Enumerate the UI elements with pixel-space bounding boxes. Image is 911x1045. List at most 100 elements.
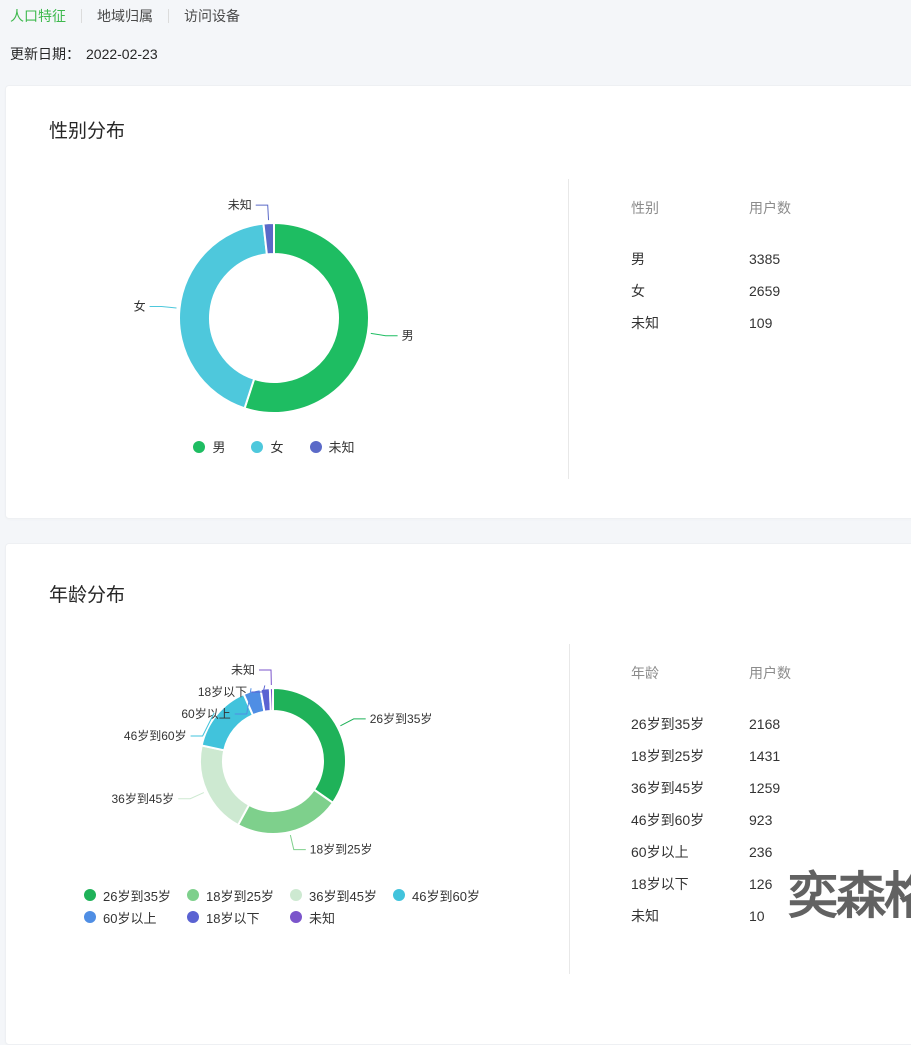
legend-item[interactable]: 未知 — [309, 437, 355, 456]
slice-label: 女 — [134, 299, 146, 314]
legend-label: 未知 — [309, 910, 336, 926]
legend-dot-icon — [309, 440, 322, 453]
table-header-cell: 用户数 — [749, 665, 791, 681]
table-header-cell: 年龄 — [631, 665, 659, 681]
donut-slice[interactable] — [243, 221, 370, 414]
label-leader-line — [149, 306, 177, 309]
update-date-value: 2022-02-23 — [86, 46, 158, 62]
tab-visit-device[interactable]: 访问设备 — [184, 8, 240, 24]
table-cell: 923 — [749, 812, 773, 828]
tab-separator — [168, 9, 169, 23]
donut-slice[interactable] — [268, 686, 274, 713]
table-cell: 18岁以下 — [631, 876, 689, 892]
table-cell: 1259 — [749, 780, 781, 796]
legend-item[interactable]: 未知 — [290, 906, 393, 928]
legend-dot-icon — [187, 889, 199, 901]
age-donut-chart[interactable]: 未知 18岁以下 60岁以上 46岁到60岁 36岁到45岁 26岁到35岁 18岁到25岁 — [6, 544, 566, 880]
table-row: 未知 10 — [631, 900, 809, 932]
legend-item[interactable]: 女 — [251, 437, 284, 456]
legend-label: 60岁以上 — [103, 910, 157, 926]
label-leader-line — [178, 792, 205, 800]
age-card-title: 年龄分布 — [49, 585, 126, 606]
legend-item[interactable]: 26岁到35岁 — [84, 884, 187, 906]
table-row: 60岁以上 236 — [631, 836, 809, 868]
tab-separator — [81, 9, 82, 23]
legend-dot-icon — [187, 911, 199, 923]
slice-label: 未知 — [228, 198, 252, 212]
tab-region-attribution[interactable]: 地域归属 — [97, 8, 153, 24]
table-cell: 未知 — [631, 908, 659, 924]
slice-label: 18岁以下 — [198, 684, 247, 699]
donut-slice[interactable] — [236, 788, 335, 835]
legend-item[interactable]: 36岁到45岁 — [290, 884, 393, 906]
legend-label: 18岁到25岁 — [206, 888, 274, 904]
donut-slice[interactable] — [178, 222, 268, 410]
label-leader-line — [251, 685, 266, 693]
table-cell: 60岁以上 — [631, 844, 689, 860]
table-cell: 2659 — [749, 283, 781, 299]
table-row: 36岁到45岁 1259 — [631, 772, 809, 804]
age-table: 年龄 用户数 26岁到35岁 2168 18岁到25岁 1431 36岁到45岁 1259 46… — [631, 663, 809, 932]
table-cell: 未知 — [631, 315, 659, 331]
table-cell: 126 — [749, 876, 773, 892]
table-header-cell: 性别 — [631, 200, 659, 216]
table-row: 18岁以下 126 — [631, 868, 809, 900]
legend-dot-icon — [290, 889, 302, 901]
table-header-row: 性别 用户数 — [631, 198, 809, 218]
legend-label: 女 — [270, 440, 284, 455]
page: 人口特征 地域归属 访问设备 更新日期： 2022-02-23 性别分布 未知女男… — [5, 6, 911, 1045]
label-leader-line — [255, 204, 270, 221]
donut-slice[interactable] — [272, 686, 347, 805]
gender-table: 性别 用户数男 3385 女 2659 未知 109 — [631, 198, 809, 339]
table-cell: 109 — [749, 315, 773, 331]
slice-label: 未知 — [231, 663, 255, 677]
age-chart-legend: 26岁到35岁 18岁到25岁 36岁到45岁 46岁到60岁 60岁以上 18岁以下 未知 — [84, 884, 524, 928]
legend-dot-icon — [84, 911, 96, 923]
legend-label: 46岁到60岁 — [412, 888, 480, 904]
label-leader-line — [234, 688, 252, 715]
legend-dot-icon — [290, 911, 302, 923]
legend-dot-icon — [393, 889, 405, 901]
slice-label: 26岁到35岁 — [370, 711, 433, 726]
slice-label: 60岁以上 — [181, 706, 230, 721]
legend-label: 36岁到45岁 — [309, 888, 377, 904]
update-date-label: 更新日期： — [10, 46, 80, 62]
legend-item[interactable]: 18岁以下 — [187, 906, 290, 928]
label-leader-line — [340, 718, 366, 727]
legend-item[interactable]: 18岁到25岁 — [187, 884, 290, 906]
tab-population-features[interactable]: 人口特征 — [10, 8, 66, 24]
slice-label: 男 — [402, 329, 414, 343]
table-cell: 36岁到45岁 — [631, 780, 705, 796]
legend-dot-icon — [251, 440, 264, 453]
label-leader-line — [190, 712, 215, 737]
tab-bar: 人口特征 地域归属 访问设备 — [10, 6, 240, 26]
label-leader-line — [370, 332, 398, 337]
legend-item[interactable]: 60岁以上 — [84, 906, 187, 928]
legend-item[interactable]: 46岁到60岁 — [393, 884, 496, 906]
vertical-divider — [569, 644, 570, 974]
legend-dot-icon — [84, 889, 96, 901]
gender-card-title: 性别分布 — [49, 121, 126, 142]
slice-label: 46岁到60岁 — [124, 728, 187, 743]
donut-slice[interactable] — [262, 221, 275, 256]
site-watermark: 奕森格 — [788, 868, 911, 924]
label-leader-line — [259, 669, 272, 686]
table-row: 未知 109 — [631, 307, 809, 339]
legend-label: 男 — [212, 440, 226, 455]
table-cell: 46岁到60岁 — [631, 812, 705, 828]
legend-item[interactable]: 男 — [193, 437, 225, 456]
table-row: 46岁到60岁 923 — [631, 804, 809, 836]
table-cell: 男 — [631, 251, 645, 267]
table-cell: 26岁到35岁 — [631, 716, 705, 732]
legend-dot-icon — [193, 440, 206, 453]
label-leader-line — [289, 834, 306, 851]
table-row: 女 2659 — [631, 275, 809, 307]
gender-chart-legend: 男 女 未知 — [6, 437, 542, 456]
donut-slice[interactable] — [199, 744, 251, 827]
legend-label: 未知 — [328, 440, 355, 455]
vertical-divider — [568, 179, 569, 479]
table-cell: 1431 — [749, 748, 781, 764]
table-row: 18岁到25岁 1431 — [631, 740, 809, 772]
slice-label: 36岁到45岁 — [111, 791, 174, 806]
